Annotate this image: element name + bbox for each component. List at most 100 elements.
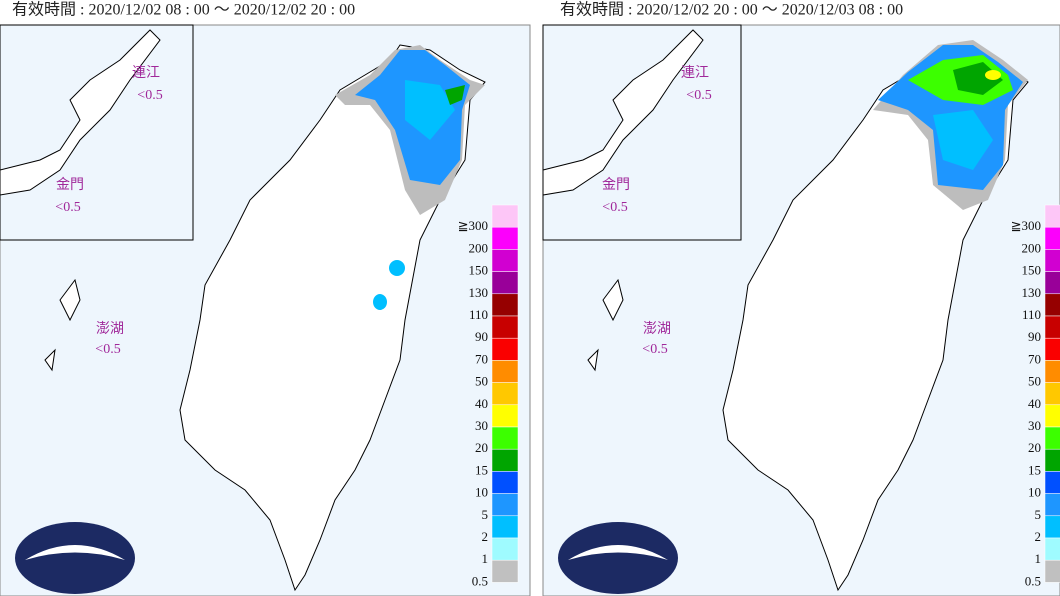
legend-swatch: [491, 493, 519, 517]
legend-label: 5: [482, 507, 489, 522]
legend-swatch: [1044, 426, 1060, 450]
legend-label: 0.5: [1025, 573, 1041, 588]
legend-swatch: [491, 271, 519, 295]
legend-swatch: [491, 559, 519, 583]
legend-label: 40: [1028, 396, 1041, 411]
legend-swatch: [491, 360, 519, 383]
legend-label: 2: [1035, 529, 1042, 544]
legend-label: 0.5: [472, 573, 488, 588]
legend-label: 200: [1022, 240, 1042, 255]
legend-label: 130: [469, 285, 489, 300]
legend-swatch: [491, 293, 519, 317]
coast: [542, 29, 704, 196]
legend-swatch: [1044, 404, 1060, 428]
rain-area: [985, 70, 1001, 80]
legend-label: 20: [475, 440, 488, 455]
legend-swatch: [491, 537, 519, 561]
panel: 有效時間 : 2020/12/02 20 : 00 ～ 2020/12/03 0…: [542, 1, 1060, 596]
legend-swatch: [1044, 515, 1060, 539]
legend-swatch: [1044, 337, 1060, 361]
legend-label: 5: [1035, 507, 1042, 522]
legend-swatch: [491, 515, 519, 539]
island-name: 澎湖: [96, 321, 124, 337]
legend-swatch: [1044, 360, 1060, 383]
legend-swatch: [1044, 493, 1060, 517]
rain-area: [389, 260, 405, 276]
inset: [542, 24, 742, 241]
legend-swatch: [1044, 448, 1060, 472]
legend-swatch: [491, 448, 519, 472]
island-value: <0.5: [686, 88, 711, 103]
legend-label: 90: [475, 329, 488, 344]
legend-label: 110: [1022, 307, 1041, 322]
legend-label: 30: [1028, 418, 1041, 433]
rain-area: [405, 80, 455, 140]
legend-swatch: [1044, 559, 1060, 583]
penghu: [587, 278, 624, 372]
legend-swatch: [491, 471, 519, 494]
island-value: <0.5: [137, 88, 162, 103]
legend-label: 10: [475, 485, 488, 500]
legend-swatch: [1044, 226, 1060, 250]
rain-area: [933, 110, 993, 170]
legend-swatch: [491, 226, 519, 250]
legend-label: 90: [1028, 329, 1041, 344]
coast: [0, 29, 161, 196]
legend-label: ≧300: [1011, 218, 1041, 233]
logo: [558, 522, 678, 594]
legend-swatch: [491, 204, 519, 228]
legend-label: 50: [475, 374, 488, 389]
legend-label: 70: [1028, 351, 1041, 366]
legend-swatch: [491, 426, 519, 450]
panel: 有效時間 : 2020/12/02 08 : 00 ～ 2020/12/02 2…: [0, 1, 531, 596]
penghu: [44, 278, 81, 372]
legend-swatch: [1044, 471, 1060, 494]
legend-swatch: [1044, 315, 1060, 339]
island-name: 金門: [602, 177, 630, 193]
legend-swatch: [491, 315, 519, 339]
legend-swatch: [491, 382, 519, 406]
logo-mark: [568, 545, 668, 560]
legend-label: 150: [469, 263, 489, 278]
legend-label: 110: [469, 307, 488, 322]
legend-label: 1: [1035, 551, 1042, 566]
legend-swatch: [1044, 293, 1060, 317]
island-value: <0.5: [642, 342, 667, 357]
legend-swatch: [1044, 382, 1060, 406]
island-name: 連江: [681, 65, 709, 81]
legend-label: 10: [1028, 485, 1041, 500]
legend-label: 130: [1022, 285, 1042, 300]
legend-label: 15: [1028, 462, 1041, 477]
legend-label: 70: [475, 351, 488, 366]
legend-label: 20: [1028, 440, 1041, 455]
header: 有效時間 : 2020/12/02 08 : 00 ～ 2020/12/02 2…: [12, 1, 355, 19]
legend-label: 30: [475, 418, 488, 433]
island-value: <0.5: [602, 200, 627, 215]
legend-label: 200: [469, 240, 489, 255]
island-name: 金門: [56, 177, 84, 193]
legend-swatch: [1044, 204, 1060, 228]
legend-swatch: [491, 249, 519, 272]
legend-label: 50: [1028, 374, 1041, 389]
legend-label: 2: [482, 529, 489, 544]
legend-swatch: [1044, 537, 1060, 561]
inset: [0, 24, 194, 241]
legend-label: 40: [475, 396, 488, 411]
island-value: <0.5: [95, 342, 120, 357]
island-name: 澎湖: [643, 321, 671, 337]
island-value: <0.5: [55, 200, 80, 215]
logo-mark: [25, 545, 125, 560]
logo: [15, 522, 135, 594]
rain-area: [445, 85, 465, 105]
island-name: 連江: [132, 65, 160, 81]
legend-label: 15: [475, 462, 488, 477]
rain-area: [373, 294, 387, 310]
legend-swatch: [1044, 271, 1060, 295]
legend-swatch: [1044, 249, 1060, 272]
rain-area: [953, 62, 1003, 95]
header: 有效時間 : 2020/12/02 20 : 00 ～ 2020/12/03 0…: [560, 1, 903, 19]
legend-label: 1: [482, 551, 489, 566]
legend-swatch: [491, 404, 519, 428]
legend-label: 150: [1022, 263, 1042, 278]
